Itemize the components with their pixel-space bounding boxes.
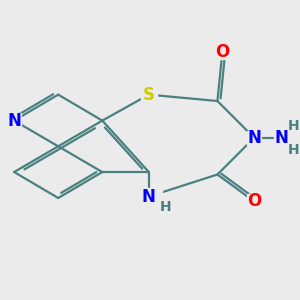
Bar	[247, 194, 261, 209]
Text: O: O	[215, 43, 230, 61]
Text: H: H	[287, 119, 299, 133]
Text: N: N	[274, 129, 288, 147]
Bar	[141, 86, 157, 103]
Bar	[215, 45, 230, 59]
Text: S: S	[143, 85, 155, 103]
Text: H: H	[287, 142, 299, 157]
Bar	[7, 113, 21, 128]
Text: N: N	[142, 188, 156, 206]
Bar	[247, 130, 261, 145]
Text: O: O	[247, 192, 261, 210]
Bar	[136, 188, 161, 205]
Text: N: N	[7, 112, 21, 130]
Bar	[274, 130, 289, 145]
Text: N: N	[247, 129, 261, 147]
Text: H: H	[159, 200, 171, 214]
